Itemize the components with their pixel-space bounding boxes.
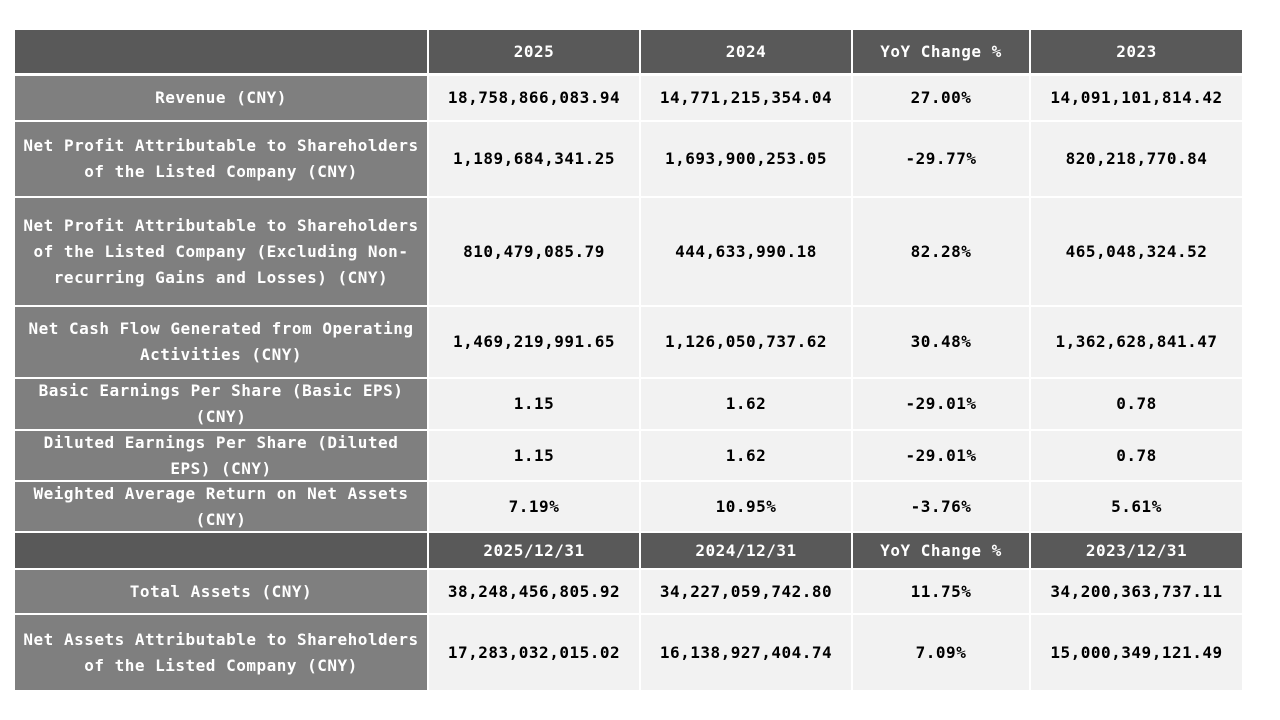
data-cell: 810,479,085.79: [429, 198, 639, 305]
data-cell: 1,693,900,253.05: [641, 122, 851, 196]
data-cell: 11.75%: [853, 570, 1029, 613]
data-cell: 820,218,770.84: [1031, 122, 1242, 196]
data-cell: -3.76%: [853, 482, 1029, 531]
column-header: YoY Change %: [853, 533, 1029, 568]
data-cell: 1.62: [641, 431, 851, 480]
row-label: Net Assets Attributable to Shareholders …: [15, 615, 427, 690]
data-cell: 444,633,990.18: [641, 198, 851, 305]
data-cell: 1,362,628,841.47: [1031, 307, 1242, 377]
data-cell: 38,248,456,805.92: [429, 570, 639, 613]
data-cell: 1,469,219,991.65: [429, 307, 639, 377]
data-cell: 14,091,101,814.42: [1031, 76, 1242, 120]
data-cell: 34,200,363,737.11: [1031, 570, 1242, 613]
data-cell: 1,189,684,341.25: [429, 122, 639, 196]
data-cell: 0.78: [1031, 379, 1242, 429]
data-cell: 15,000,349,121.49: [1031, 615, 1242, 690]
row-label: Diluted Earnings Per Share (Diluted EPS)…: [15, 431, 427, 480]
column-header: 2023: [1031, 30, 1242, 73]
data-cell: 1.15: [429, 431, 639, 480]
header-corner: [15, 30, 427, 73]
row-label: Total Assets (CNY): [15, 570, 427, 613]
row-label: Basic Earnings Per Share (Basic EPS) (CN…: [15, 379, 427, 429]
row-label: Net Profit Attributable to Shareholders …: [15, 198, 427, 305]
row-label: Revenue (CNY): [15, 76, 427, 120]
data-cell: 10.95%: [641, 482, 851, 531]
column-header: 2024: [641, 30, 851, 73]
data-cell: 18,758,866,083.94: [429, 76, 639, 120]
data-cell: 27.00%: [853, 76, 1029, 120]
data-cell: 5.61%: [1031, 482, 1242, 531]
column-header: 2025/12/31: [429, 533, 639, 568]
data-cell: 1,126,050,737.62: [641, 307, 851, 377]
data-cell: -29.01%: [853, 431, 1029, 480]
row-label: Net Cash Flow Generated from Operating A…: [15, 307, 427, 377]
header-corner: [15, 533, 427, 568]
row-label: Weighted Average Return on Net Assets (C…: [15, 482, 427, 531]
column-header: 2024/12/31: [641, 533, 851, 568]
data-cell: 1.15: [429, 379, 639, 429]
data-cell: 14,771,215,354.04: [641, 76, 851, 120]
data-cell: -29.77%: [853, 122, 1029, 196]
data-cell: 82.28%: [853, 198, 1029, 305]
data-cell: 7.19%: [429, 482, 639, 531]
data-cell: 465,048,324.52: [1031, 198, 1242, 305]
data-cell: 1.62: [641, 379, 851, 429]
data-cell: 16,138,927,404.74: [641, 615, 851, 690]
column-header: YoY Change %: [853, 30, 1029, 73]
data-cell: 7.09%: [853, 615, 1029, 690]
row-label: Net Profit Attributable to Shareholders …: [15, 122, 427, 196]
column-header: 2025: [429, 30, 639, 73]
data-cell: -29.01%: [853, 379, 1029, 429]
column-header: 2023/12/31: [1031, 533, 1242, 568]
data-cell: 0.78: [1031, 431, 1242, 480]
data-cell: 30.48%: [853, 307, 1029, 377]
data-cell: 34,227,059,742.80: [641, 570, 851, 613]
data-cell: 17,283,032,015.02: [429, 615, 639, 690]
